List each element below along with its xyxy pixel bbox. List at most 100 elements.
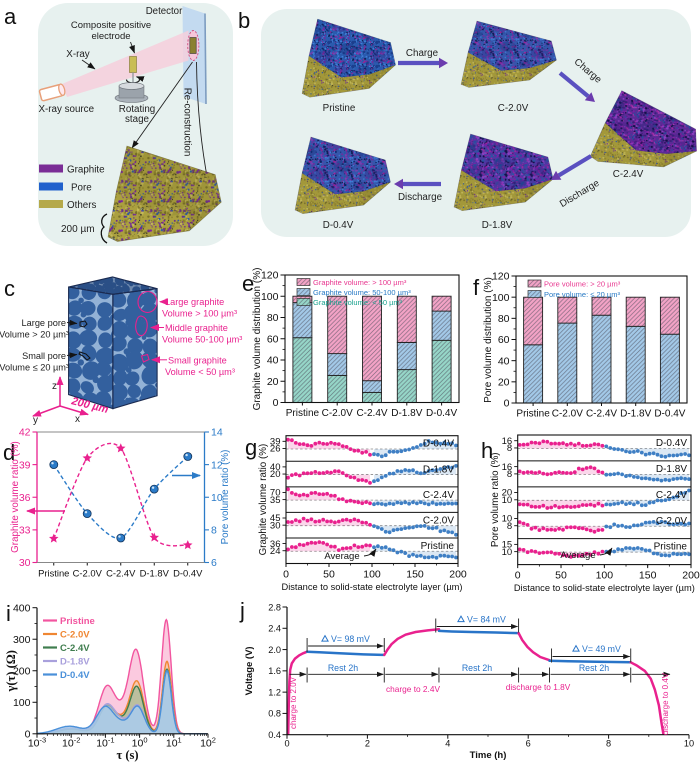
svg-text:12: 12 — [211, 459, 223, 471]
svg-text:C-2.4V: C-2.4V — [356, 408, 387, 419]
svg-text:Large graphite: Large graphite — [165, 297, 224, 307]
svg-text:200: 200 — [449, 569, 467, 581]
svg-text:0: 0 — [504, 398, 510, 410]
svg-text:Pore volume distribution (%): Pore volume distribution (%) — [483, 277, 494, 403]
svg-text:charge to 2.0V: charge to 2.0V — [289, 676, 298, 729]
svg-text:Large pore: Large pore — [22, 318, 66, 328]
svg-text:100: 100 — [492, 292, 510, 304]
svg-text:100: 100 — [261, 291, 279, 303]
svg-text:80: 80 — [498, 313, 510, 325]
svg-text:0: 0 — [25, 729, 31, 741]
svg-text:C-2.0V: C-2.0V — [322, 408, 353, 419]
svg-text:D-0.4V: D-0.4V — [426, 408, 457, 419]
svg-text:Small graphite: Small graphite — [168, 356, 227, 366]
svg-text:200: 200 — [13, 665, 31, 677]
svg-text:20: 20 — [498, 377, 510, 389]
svg-text:24: 24 — [270, 546, 281, 557]
svg-text:Graphite volume ratio (%): Graphite volume ratio (%) — [258, 444, 269, 556]
svg-text:f: f — [473, 275, 480, 300]
svg-text:discharge to 0.4V: discharge to 0.4V — [661, 672, 670, 735]
svg-text:Middle graphite: Middle graphite — [165, 323, 228, 333]
svg-text:26: 26 — [270, 444, 281, 455]
svg-text:Others: Others — [67, 200, 97, 211]
svg-text:d: d — [3, 440, 15, 465]
svg-text:b: b — [238, 8, 250, 33]
svg-text:16: 16 — [502, 436, 513, 447]
svg-text:C-2.0V: C-2.0V — [60, 630, 90, 641]
svg-text:100: 100 — [363, 569, 381, 581]
svg-text:Distance to solid-state electr: Distance to solid-state electrolyte laye… — [281, 582, 462, 592]
svg-text:C-2.0V: C-2.0V — [552, 409, 583, 420]
svg-text:i: i — [6, 601, 11, 626]
svg-text:C-2.4V: C-2.4V — [613, 169, 644, 180]
svg-text:8: 8 — [507, 443, 512, 454]
svg-text:8: 8 — [606, 739, 611, 749]
svg-text:Graphite volume: > 100 µm³: Graphite volume: > 100 µm³ — [313, 278, 407, 287]
svg-text:40: 40 — [270, 462, 281, 473]
svg-text:Pore volume ratio (%): Pore volume ratio (%) — [220, 450, 231, 545]
svg-text:20: 20 — [270, 469, 281, 480]
svg-text:C-2.4V: C-2.4V — [656, 490, 687, 501]
svg-text:0: 0 — [515, 570, 521, 582]
svg-text:electrode: electrode — [91, 31, 130, 42]
svg-text:C-2.0V: C-2.0V — [656, 516, 687, 527]
svg-text:D-0.4V: D-0.4V — [60, 670, 90, 681]
svg-text:Graphite volume: < 50 µm³: Graphite volume: < 50 µm³ — [313, 298, 403, 307]
svg-text:4: 4 — [445, 739, 450, 749]
svg-text:Pristine: Pristine — [421, 541, 455, 552]
svg-text:2: 2 — [365, 739, 370, 749]
svg-text:36: 36 — [19, 492, 31, 504]
svg-text:D-1.8V: D-1.8V — [620, 409, 651, 420]
svg-text:a: a — [4, 4, 17, 29]
svg-text:Voltage (V): Voltage (V) — [244, 646, 255, 695]
svg-text:39: 39 — [19, 459, 31, 471]
svg-text:Time (h): Time (h) — [470, 750, 507, 761]
svg-text:60: 60 — [267, 333, 279, 345]
svg-text:Volume < 50 µm³: Volume < 50 µm³ — [165, 367, 235, 377]
svg-text:C-2.4V: C-2.4V — [106, 568, 136, 579]
svg-text:200 µm: 200 µm — [61, 224, 95, 235]
svg-text:100: 100 — [596, 570, 614, 582]
svg-text:C-2.4V: C-2.4V — [586, 409, 617, 420]
svg-text:20: 20 — [267, 376, 279, 388]
svg-text:e: e — [242, 271, 254, 296]
svg-text:Pore volume: ≤ 20 µm³: Pore volume: ≤ 20 µm³ — [544, 290, 620, 299]
svg-text:Graphite volume: 50-100 µm³: Graphite volume: 50-100 µm³ — [313, 288, 411, 297]
svg-text:D-0.4V: D-0.4V — [323, 220, 354, 231]
svg-text:36: 36 — [270, 539, 281, 550]
svg-text:0: 0 — [273, 397, 279, 409]
svg-text:D-1.8V: D-1.8V — [656, 464, 687, 475]
svg-text:60: 60 — [498, 334, 510, 346]
svg-text:Detector: Detector — [146, 6, 183, 17]
svg-text:D-0.4V: D-0.4V — [656, 438, 687, 449]
svg-text:10: 10 — [211, 492, 223, 504]
svg-text:2.4: 2.4 — [268, 624, 281, 634]
svg-text:Graphite volume distribution (: Graphite volume distribution (%) — [252, 268, 263, 411]
svg-text:Discharge: Discharge — [398, 192, 443, 203]
svg-text:Pristine: Pristine — [654, 542, 688, 553]
svg-text:Pristine: Pristine — [286, 408, 320, 419]
svg-text:20: 20 — [502, 488, 513, 499]
svg-text:45: 45 — [270, 513, 281, 524]
svg-text:0.4: 0.4 — [268, 730, 281, 740]
svg-text:120: 120 — [492, 271, 510, 283]
svg-text:Pore volume: > 20 µm³: Pore volume: > 20 µm³ — [544, 280, 621, 289]
svg-text:Average: Average — [324, 551, 359, 562]
svg-text:10: 10 — [502, 547, 513, 558]
svg-text:16: 16 — [502, 462, 513, 473]
svg-text:70: 70 — [270, 488, 281, 499]
svg-text:V= 98 mV: V= 98 mV — [331, 634, 370, 644]
svg-text:33: 33 — [19, 525, 31, 537]
svg-text:15: 15 — [502, 540, 513, 551]
svg-text:C-2.4V: C-2.4V — [423, 490, 454, 501]
svg-text:1.6: 1.6 — [268, 666, 281, 676]
svg-text:150: 150 — [406, 569, 424, 581]
svg-text:D-0.4V: D-0.4V — [423, 439, 454, 450]
svg-text:X-ray source: X-ray source — [39, 104, 95, 115]
svg-text:X-ray: X-ray — [66, 49, 90, 60]
svg-text:0.8: 0.8 — [268, 709, 281, 719]
svg-text:Distance to solid-state electr: Distance to solid-state electrolyte laye… — [514, 583, 695, 593]
svg-text:V= 84 mV: V= 84 mV — [467, 615, 506, 625]
svg-text:x: x — [75, 414, 80, 425]
svg-text:D-0.4V: D-0.4V — [173, 568, 203, 579]
